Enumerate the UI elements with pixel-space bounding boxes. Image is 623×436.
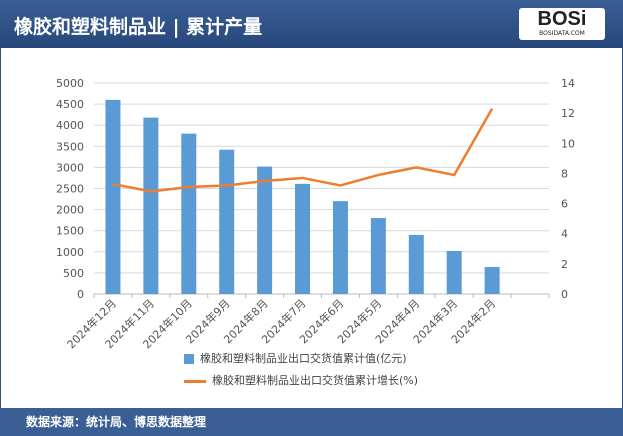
header: 橡胶和塑料制品业 | 累计产量 BOSi BOSIDATA.COM xyxy=(0,0,623,48)
chart: 0 500 1000 1500 2000 2500 3000 3500 4000 4500 5000… xyxy=(56,77,575,351)
left-tick-label: 2000 xyxy=(56,204,84,217)
bar xyxy=(295,183,311,294)
logo-text: BOSi xyxy=(537,8,587,30)
bar xyxy=(219,149,235,294)
left-tick-label: 1000 xyxy=(56,246,84,259)
right-tick-label: 0 xyxy=(561,288,568,301)
right-tick-label: 10 xyxy=(561,137,575,150)
bar xyxy=(408,234,424,294)
legend-line-swatch xyxy=(184,379,206,383)
legend-item-bar: 橡胶和塑料制品业出口交货值累计值(亿元) xyxy=(184,350,407,366)
legend-line-label: 橡胶和塑料制品业出口交货值累计增长(%) xyxy=(212,374,419,387)
bar xyxy=(181,133,197,294)
legend-item-line: 橡胶和塑料制品业出口交货值累计增长(%) xyxy=(184,372,418,388)
right-tick-label: 4 xyxy=(561,228,568,241)
legend-bar-label: 橡胶和塑料制品业出口交货值累计值(亿元) xyxy=(200,352,407,365)
left-tick-label: 500 xyxy=(63,267,84,280)
bar xyxy=(370,218,386,294)
right-tick-label: 6 xyxy=(561,198,568,211)
page-title: 橡胶和塑料制品业 | 累计产量 xyxy=(14,16,263,38)
bar xyxy=(143,117,159,294)
right-tick-label: 12 xyxy=(561,107,575,120)
left-tick-label: 3500 xyxy=(56,140,84,153)
footer: 数据来源：统计局、博思数据整理 xyxy=(0,408,623,436)
logo-subtext: BOSIDATA.COM xyxy=(539,30,585,37)
right-tick-label: 2 xyxy=(561,258,568,271)
growth-line xyxy=(112,108,494,193)
bar xyxy=(257,166,273,294)
left-tick-label: 3000 xyxy=(56,161,84,174)
bar xyxy=(332,201,348,294)
logo: BOSi BOSIDATA.COM xyxy=(519,8,605,40)
legend-bar-swatch xyxy=(184,354,194,364)
right-tick-label: 14 xyxy=(561,77,575,90)
left-tick-label: 1500 xyxy=(56,225,84,238)
left-tick-label: 0 xyxy=(77,288,84,301)
left-tick-label: 4500 xyxy=(56,98,84,111)
bar xyxy=(446,250,462,294)
left-tick-label: 2500 xyxy=(56,183,84,196)
right-tick-label: 8 xyxy=(561,167,568,180)
left-tick-label: 5000 xyxy=(56,77,84,90)
source-note: 数据来源：统计局、博思数据整理 xyxy=(26,415,207,429)
bar xyxy=(105,99,121,294)
left-tick-label: 4000 xyxy=(56,119,84,132)
bar xyxy=(484,266,500,294)
